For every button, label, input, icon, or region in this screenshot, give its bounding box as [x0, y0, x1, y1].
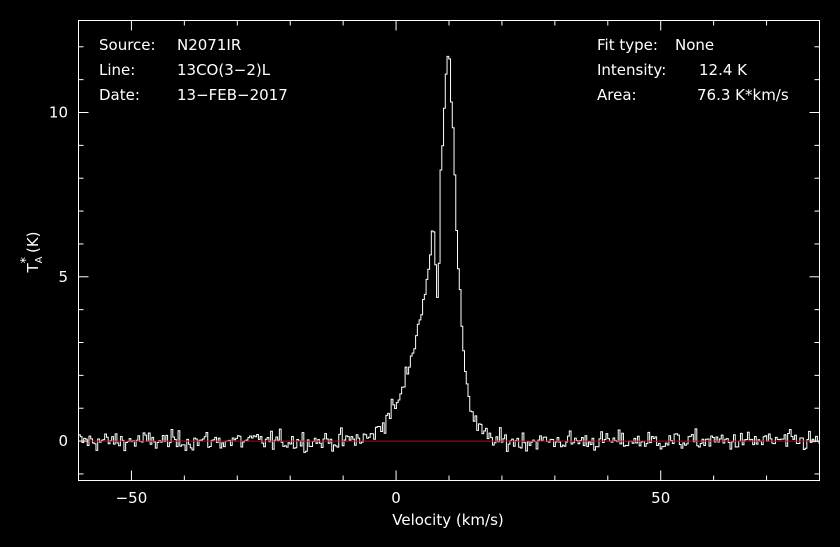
- x-tick-labels: −50 0 50: [116, 489, 671, 507]
- y-tick-label: 5: [58, 268, 68, 286]
- area-label: Area:: [597, 86, 637, 104]
- x-tick-label: −50: [116, 489, 148, 507]
- x-tick-label: 0: [391, 489, 401, 507]
- y-axis-unit: (K): [24, 231, 42, 253]
- date-value: 13−FEB−2017: [177, 86, 288, 104]
- y-axis-symbol: T: [24, 263, 42, 274]
- x-axis-title: Velocity (km/s): [392, 511, 503, 529]
- axis-ticks: [78, 20, 820, 481]
- y-tick-labels: 0 5 10: [49, 104, 68, 451]
- y-axis-superscript: *: [19, 257, 34, 264]
- y-tick-label: 10: [49, 104, 68, 122]
- fit-type-value: None: [675, 36, 714, 54]
- date-label: Date:: [99, 86, 140, 104]
- source-label: Source:: [99, 36, 156, 54]
- spectrum-line: [78, 55, 820, 453]
- source-value: N2071IR: [177, 36, 241, 54]
- x-tick-label: 50: [651, 489, 670, 507]
- y-axis-subscript: A: [34, 256, 45, 263]
- svg-text:TA*(K): TA* (K): [19, 231, 45, 273]
- area-value: 76.3 K*km/s: [697, 86, 789, 104]
- line-label: Line:: [99, 61, 135, 79]
- intensity-value: 12.4 K: [699, 61, 748, 79]
- fit-type-label: Fit type:: [597, 36, 658, 54]
- intensity-label: Intensity:: [597, 61, 666, 79]
- spectrum-series: [78, 55, 820, 453]
- y-tick-label: 0: [58, 432, 68, 450]
- y-axis-title: TA* (K): [19, 231, 45, 273]
- line-value: 13CO(3−2)L: [177, 61, 271, 79]
